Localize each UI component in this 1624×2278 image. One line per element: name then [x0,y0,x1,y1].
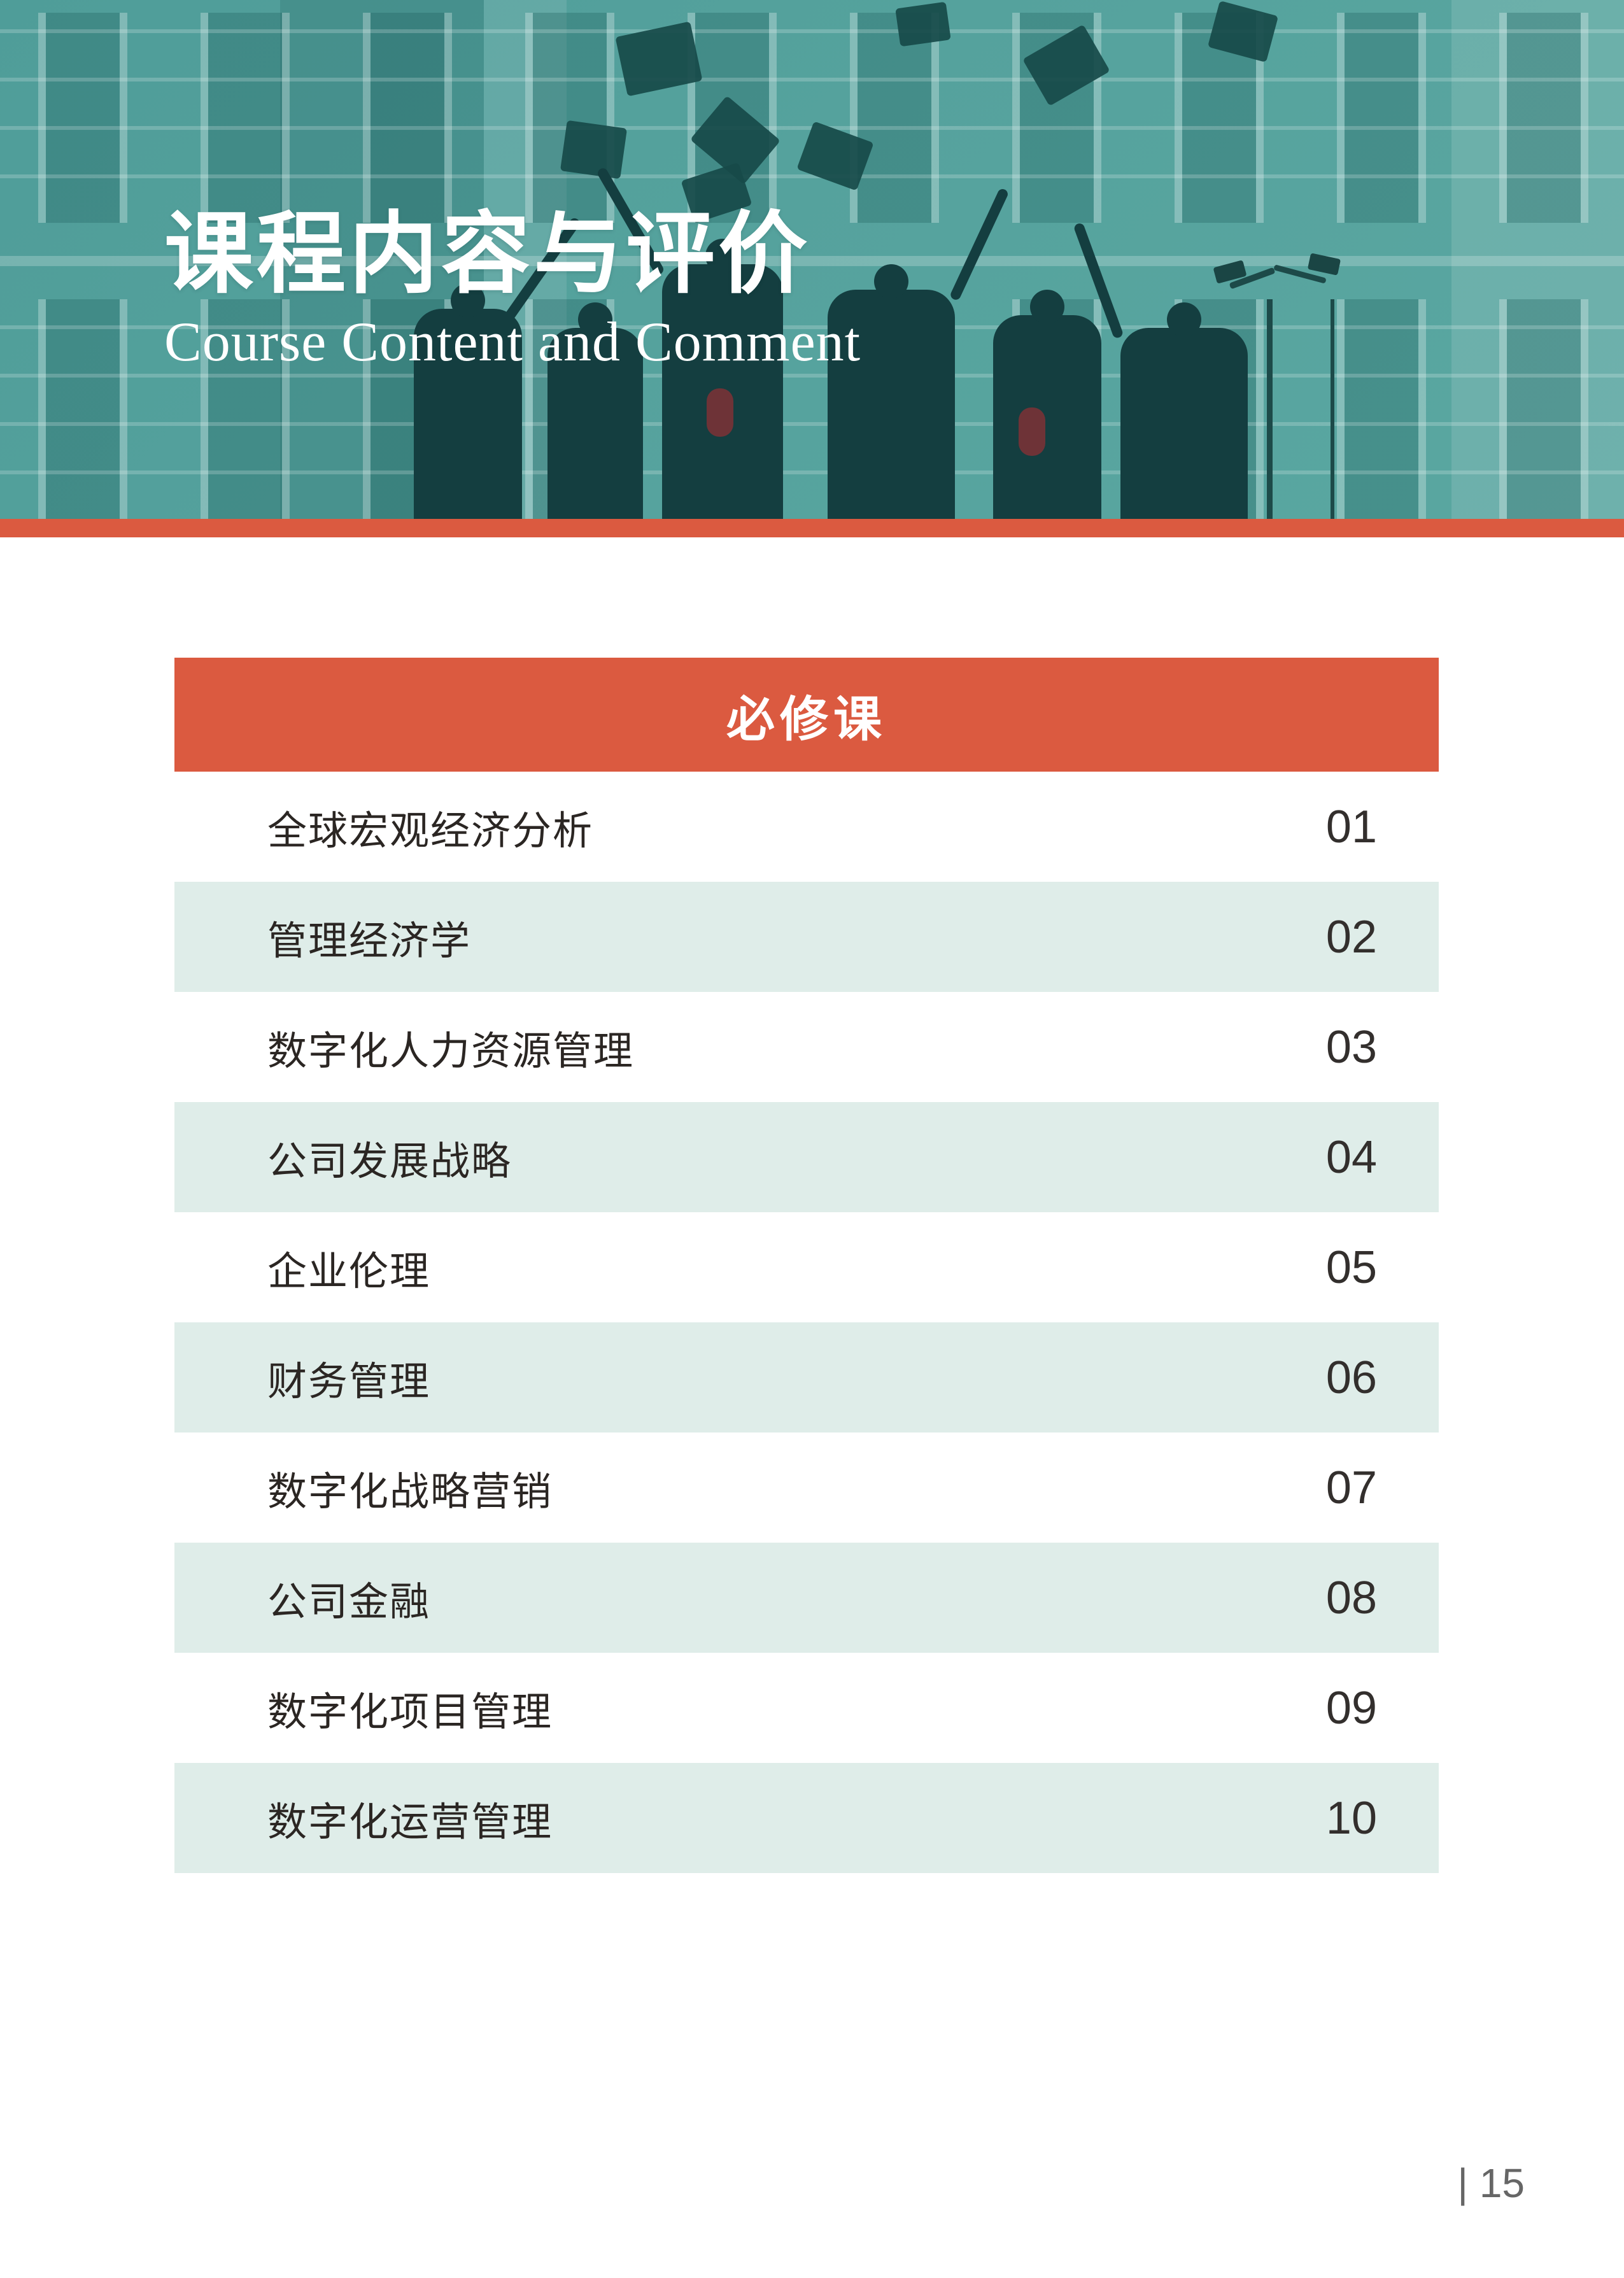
lamp-post [1331,299,1334,519]
course-number: 10 [1325,1792,1377,1844]
graduate-silhouette [828,290,955,519]
table-row: 公司金融 08 [174,1543,1439,1653]
building-window-band [0,299,1624,519]
table-row: 财务管理 06 [174,1322,1439,1433]
course-name: 数字化项目管理 [267,1690,553,1734]
gown-hood-accent [707,388,733,437]
gown-hood-accent [1019,407,1045,456]
building-window-band [0,13,1624,223]
course-table: 必修课 全球宏观经济分析 01 管理经济学 02 数字化人力资源管理 03 公司… [174,658,1439,1873]
table-row: 管理经济学 02 [174,882,1439,992]
table-row: 数字化运营管理 10 [174,1763,1439,1873]
divider-strip [0,519,1624,537]
course-number: 01 [1325,801,1377,852]
building-facade-panel [1451,0,1624,519]
course-number: 04 [1325,1131,1377,1183]
table-row: 数字化战略营销 07 [174,1433,1439,1543]
course-number: 05 [1325,1242,1377,1293]
course-name: 数字化运营管理 [267,1800,553,1844]
graduate-silhouette [414,309,522,519]
course-number: 03 [1325,1021,1377,1073]
course-name: 公司金融 [267,1580,431,1624]
graduate-silhouette [547,328,643,519]
course-number: 06 [1325,1352,1377,1403]
graduate-silhouette [993,315,1101,519]
course-name: 全球宏观经济分析 [267,809,594,853]
page-number: | 15 [1457,2160,1525,2206]
table-header: 必修课 [174,658,1439,772]
course-name: 公司发展战略 [267,1139,512,1184]
course-name: 管理经济学 [267,919,472,963]
course-number: 07 [1325,1462,1377,1513]
page-title: 课程内容与评价 [164,204,811,304]
table-row: 数字化项目管理 09 [174,1653,1439,1763]
lamp-post [1267,299,1273,519]
hero-banner: 课程内容与评价 Course Content and Comment [0,0,1624,519]
graduation-cap-shape [895,1,951,47]
course-name: 企业伦理 [267,1249,431,1294]
course-name: 数字化人力资源管理 [267,1029,635,1073]
course-number: 09 [1325,1682,1377,1734]
page-subtitle: Course Content and Comment [164,311,861,373]
table-body: 全球宏观经济分析 01 管理经济学 02 数字化人力资源管理 03 公司发展战略… [174,772,1439,1873]
course-name: 数字化战略营销 [267,1469,553,1514]
building-cornice [0,256,1624,266]
graduation-cap-shape [560,120,628,180]
table-row: 公司发展战略 04 [174,1102,1439,1212]
graduate-silhouette [1120,328,1248,519]
course-number: 08 [1325,1572,1377,1624]
table-row: 企业伦理 05 [174,1212,1439,1322]
course-number: 02 [1325,911,1377,963]
table-row: 数字化人力资源管理 03 [174,992,1439,1102]
course-name: 财务管理 [267,1359,431,1404]
table-row: 全球宏观经济分析 01 [174,772,1439,882]
hero-text-block: 课程内容与评价 Course Content and Comment [164,202,861,374]
